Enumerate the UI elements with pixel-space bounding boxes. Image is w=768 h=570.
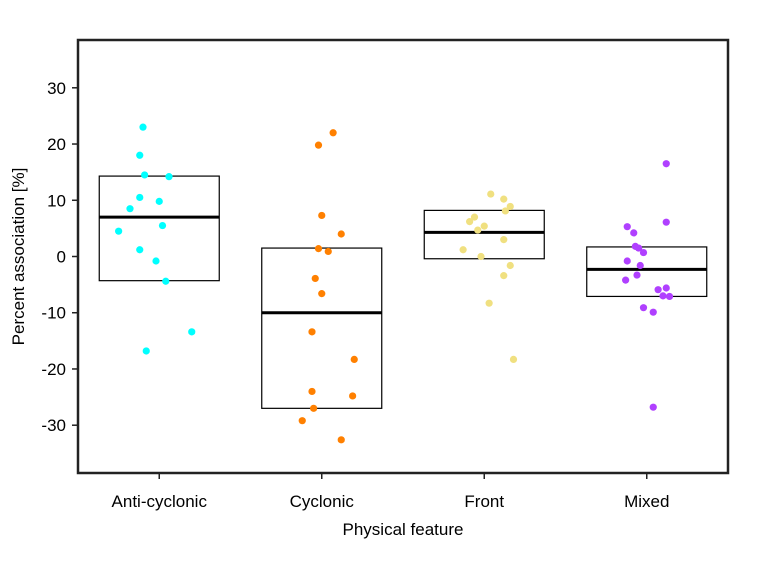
- data-point: [155, 197, 163, 205]
- data-point: [136, 193, 144, 202]
- data-point: [142, 347, 150, 355]
- data-point: [506, 202, 514, 211]
- y-tick-label: 0: [57, 248, 66, 267]
- data-point: [350, 355, 358, 364]
- data-point: [318, 290, 326, 298]
- data-point: [459, 246, 467, 254]
- y-tick-label: -10: [41, 304, 66, 323]
- data-point: [662, 160, 670, 168]
- data-point: [139, 123, 147, 131]
- y-tick-label: -30: [41, 416, 66, 435]
- data-point: [136, 151, 144, 159]
- iqr-box: [423, 209, 545, 260]
- y-tick-label: 30: [47, 79, 66, 98]
- x-tick-label: Front: [464, 492, 504, 511]
- data-point: [188, 328, 196, 336]
- y-tick-label: 10: [47, 191, 66, 210]
- data-point: [630, 229, 638, 237]
- data-point: [485, 299, 493, 307]
- data-point: [158, 221, 167, 230]
- data-point: [636, 261, 644, 270]
- y-tick-label: -20: [41, 360, 66, 379]
- y-axis-title: Percent association [%]: [9, 168, 28, 346]
- data-point: [635, 244, 643, 252]
- data-point: [324, 247, 332, 256]
- plot-area: [98, 123, 708, 444]
- data-point: [662, 218, 670, 226]
- data-point: [654, 286, 662, 294]
- data-point: [500, 236, 508, 244]
- y-tick-label: 20: [47, 135, 66, 154]
- data-point: [141, 171, 149, 179]
- data-point: [659, 292, 667, 300]
- data-point: [349, 392, 357, 400]
- data-point: [500, 195, 508, 203]
- data-point: [308, 328, 316, 336]
- data-point: [639, 248, 648, 257]
- data-point: [509, 355, 518, 364]
- plot-frame: [76, 38, 730, 475]
- x-tick-label: Cyclonic: [290, 492, 355, 511]
- data-point: [318, 211, 326, 220]
- iqr-box: [98, 175, 220, 282]
- data-point: [165, 173, 173, 181]
- x-axis-title: Physical feature: [343, 520, 464, 539]
- x-tick-label: Mixed: [624, 492, 669, 511]
- data-point: [649, 403, 657, 411]
- data-point: [480, 222, 488, 230]
- data-point: [152, 257, 160, 265]
- data-point: [310, 404, 318, 412]
- data-point: [477, 252, 485, 261]
- data-point: [337, 230, 345, 238]
- axes: -30 -20 -10 0 10 20 30 Anti-cyclonic Cyclonic Fro…: [41, 79, 669, 511]
- data-point: [639, 304, 648, 312]
- data-point: [126, 205, 134, 213]
- iqr-box: [261, 247, 383, 409]
- data-point: [487, 190, 495, 198]
- data-point: [314, 245, 323, 253]
- data-point: [665, 292, 674, 301]
- data-point: [623, 223, 631, 231]
- data-point: [314, 141, 323, 149]
- data-point: [115, 227, 123, 235]
- data-point: [662, 284, 670, 292]
- data-point: [470, 213, 479, 221]
- data-point: [329, 129, 337, 137]
- data-point: [622, 276, 630, 284]
- data-point: [298, 417, 306, 425]
- x-tick-label: Anti-cyclonic: [112, 492, 208, 511]
- data-point: [500, 272, 508, 280]
- iqr-box: [586, 246, 708, 298]
- data-point: [649, 308, 657, 316]
- data-point: [474, 226, 482, 234]
- data-point: [136, 246, 144, 254]
- data-point: [337, 436, 345, 444]
- data-point: [466, 218, 474, 226]
- data-point: [162, 277, 170, 285]
- data-point: [501, 207, 509, 215]
- data-point: [311, 274, 319, 283]
- data-point: [633, 271, 641, 279]
- data-point: [623, 257, 631, 265]
- data-point: [308, 387, 316, 396]
- data-point: [506, 261, 514, 270]
